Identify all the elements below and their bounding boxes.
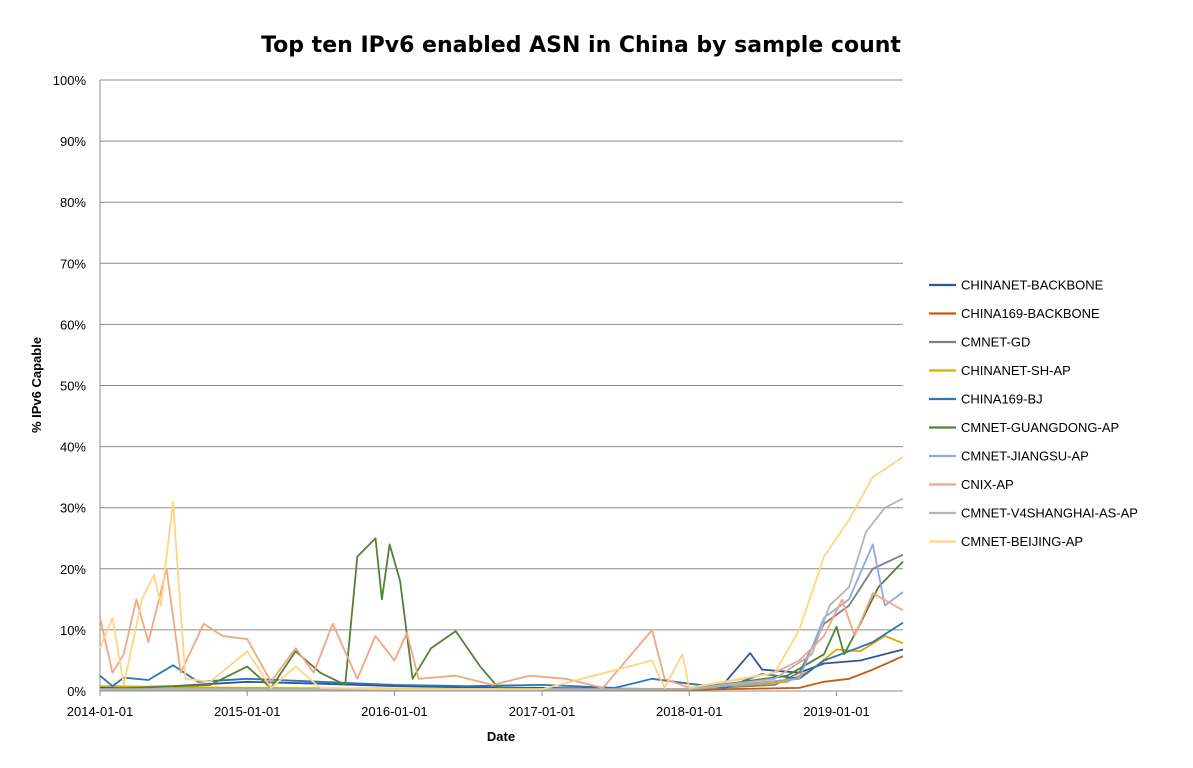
y-tick-label: 100% bbox=[53, 73, 87, 88]
x-tick-label: 2014-01-01 bbox=[67, 704, 134, 719]
x-tick-labels: 2014-01-01 2015-01-01 2016-01-01 2017-01-01… bbox=[67, 691, 870, 719]
legend-label: CHINA169-BJ bbox=[961, 392, 1043, 407]
legend-label: CMNET-GUANGDONG-AP bbox=[961, 420, 1119, 435]
legend-label: CHINANET-BACKBONE bbox=[961, 278, 1104, 293]
x-tick-label: 2018-01-01 bbox=[656, 704, 723, 719]
x-tick-label: 2017-01-01 bbox=[509, 704, 576, 719]
y-tick-label: 20% bbox=[60, 562, 86, 577]
y-tick-label: 90% bbox=[60, 134, 86, 149]
legend-label: CMNET-BEIJING-AP bbox=[961, 534, 1083, 549]
series-line bbox=[99, 621, 904, 689]
gridlines bbox=[100, 79, 903, 631]
y-tick-label: 70% bbox=[60, 256, 86, 271]
x-axis-title: Date bbox=[487, 729, 515, 744]
y-axis-title: % IPv6 Capable bbox=[29, 337, 44, 433]
y-tick-label: 60% bbox=[60, 317, 86, 332]
legend-label: CMNET-V4SHANGHAI-AS-AP bbox=[961, 506, 1138, 521]
y-tick-labels: 0% 10% 20% 30% 40% 50% 60% 70% 80% 90% 100% bbox=[53, 73, 87, 699]
legend-label: CMNET-JIANGSU-AP bbox=[961, 449, 1089, 464]
x-tick-label: 2015-01-01 bbox=[214, 704, 281, 719]
y-tick-label: 0% bbox=[67, 684, 86, 699]
y-tick-label: 40% bbox=[60, 440, 86, 455]
x-tick-label: 2016-01-01 bbox=[361, 704, 428, 719]
y-tick-label: 30% bbox=[60, 501, 86, 516]
series-lines bbox=[99, 456, 904, 691]
legend-label: CMNET-GD bbox=[961, 335, 1030, 350]
y-tick-label: 10% bbox=[60, 623, 86, 638]
x-tick-label: 2019-01-01 bbox=[803, 704, 870, 719]
series-line bbox=[99, 537, 904, 691]
series-line bbox=[99, 567, 904, 689]
y-tick-label: 80% bbox=[60, 195, 86, 210]
legend-label: CNIX-AP bbox=[961, 477, 1014, 492]
legend-label: CHINANET-SH-AP bbox=[961, 363, 1071, 378]
series-line bbox=[99, 456, 904, 691]
y-tick-label: 50% bbox=[60, 379, 86, 394]
legend-label: CHINA169-BACKBONE bbox=[961, 306, 1100, 321]
chart-title: Top ten IPv6 enabled ASN in China by sam… bbox=[261, 33, 901, 58]
legend: CHINANET-BACKBONE CHINA169-BACKBONE CMNET-… bbox=[929, 278, 1138, 549]
